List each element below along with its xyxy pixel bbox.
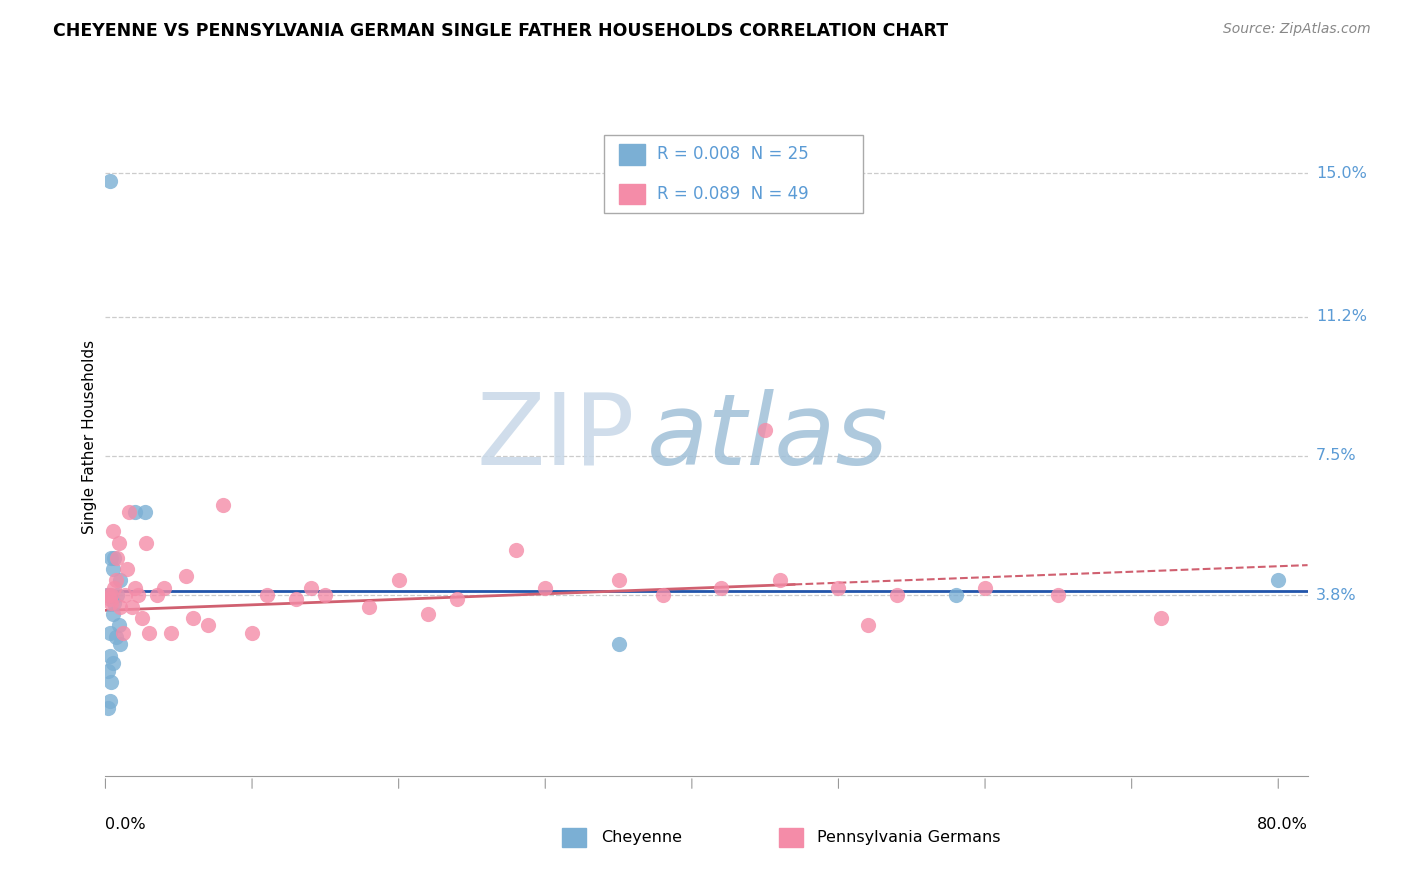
Point [97, 588, 120, 602]
Point [96, 588, 118, 602]
Text: 15.0%: 15.0% [1316, 166, 1367, 181]
Point [101, 562, 124, 576]
Point [100, 550, 122, 565]
Point [103, 581, 125, 595]
Point [98, 694, 121, 708]
Point [505, 543, 527, 558]
Point [710, 581, 733, 595]
Point [754, 423, 776, 437]
Point [100, 588, 122, 602]
Point [98, 592, 121, 607]
Point [211, 498, 233, 512]
Text: R = 0.008  N = 25: R = 0.008 N = 25 [657, 145, 808, 163]
Point [314, 588, 336, 602]
Text: R = 0.089  N = 49: R = 0.089 N = 49 [657, 185, 808, 202]
Bar [619, 145, 645, 164]
Point [98, 648, 121, 663]
Point [105, 588, 128, 602]
Point [134, 505, 156, 519]
Point [174, 569, 197, 583]
Point [97, 701, 120, 715]
Point [105, 550, 128, 565]
Point [135, 535, 157, 549]
Point [183, 611, 205, 625]
Text: 3.8%: 3.8% [1316, 588, 1357, 603]
Point [101, 607, 124, 621]
Point [104, 573, 127, 587]
Point [534, 581, 557, 595]
Point [98, 626, 121, 640]
Point [121, 599, 143, 614]
Text: 80.0%: 80.0% [1257, 817, 1308, 831]
Bar [562, 828, 586, 847]
Point [100, 674, 122, 689]
Point [388, 573, 411, 587]
Point [607, 637, 630, 651]
Point [856, 618, 879, 632]
Point [98, 174, 121, 188]
Point [827, 581, 849, 595]
Text: Pennsylvania Germans: Pennsylvania Germans [817, 830, 1001, 845]
Point [104, 630, 127, 644]
Point [98, 588, 121, 602]
Point [108, 599, 131, 614]
Point [112, 626, 135, 640]
Point [124, 505, 146, 519]
Point [1047, 588, 1070, 602]
Point [118, 505, 141, 519]
Point [127, 588, 149, 602]
Point [651, 588, 673, 602]
Point [103, 550, 125, 565]
Point [153, 581, 176, 595]
Point [108, 573, 131, 587]
Point [607, 573, 630, 587]
Point [240, 626, 263, 640]
Point [416, 607, 439, 621]
Point [256, 588, 278, 602]
Point [103, 596, 125, 610]
Text: 0.0%: 0.0% [105, 817, 146, 831]
Y-axis label: Single Father Households: Single Father Households [82, 340, 97, 534]
Point [769, 573, 792, 587]
Text: 7.5%: 7.5% [1316, 449, 1357, 464]
Point [97, 664, 120, 678]
Text: CHEYENNE VS PENNSYLVANIA GERMAN SINGLE FATHER HOUSEHOLDS CORRELATION CHART: CHEYENNE VS PENNSYLVANIA GERMAN SINGLE F… [53, 22, 949, 40]
Point [160, 626, 183, 640]
Point [100, 596, 122, 610]
Point [886, 588, 908, 602]
Point [114, 588, 136, 602]
Bar [779, 828, 803, 847]
Point [145, 588, 167, 602]
Point [197, 618, 219, 632]
Point [285, 592, 308, 607]
Point [108, 637, 131, 651]
Point [131, 611, 153, 625]
Bar [619, 184, 645, 204]
Text: Cheyenne: Cheyenne [600, 830, 682, 845]
Point [138, 626, 160, 640]
Point [1267, 573, 1289, 587]
FancyBboxPatch shape [605, 136, 863, 213]
Text: atlas: atlas [647, 389, 889, 485]
Text: 11.2%: 11.2% [1316, 309, 1367, 324]
Text: ZIP: ZIP [477, 389, 634, 485]
Point [101, 656, 124, 670]
Point [359, 599, 381, 614]
Point [299, 581, 322, 595]
Point [446, 592, 468, 607]
Point [974, 581, 997, 595]
Point [1150, 611, 1173, 625]
Point [107, 618, 129, 632]
Point [101, 524, 124, 539]
Point [945, 588, 967, 602]
Point [107, 535, 129, 549]
Point [124, 581, 146, 595]
Point [117, 562, 139, 576]
Text: Source: ZipAtlas.com: Source: ZipAtlas.com [1223, 22, 1371, 37]
